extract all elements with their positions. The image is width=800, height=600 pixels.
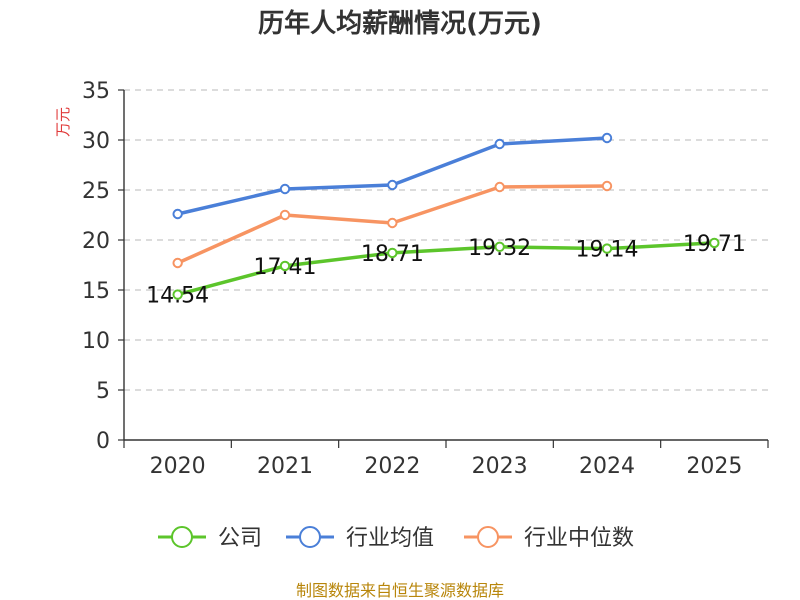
series-line bbox=[175, 136, 609, 216]
data-point bbox=[172, 289, 183, 300]
data-point bbox=[172, 208, 183, 220]
data-point bbox=[601, 243, 613, 254]
data-label: 19.14 bbox=[576, 238, 639, 263]
x-tick-label: 2024 bbox=[579, 454, 635, 479]
data-point bbox=[494, 138, 505, 150]
data-point bbox=[601, 180, 613, 192]
data-point bbox=[387, 247, 398, 259]
x-tick-label: 2021 bbox=[257, 454, 313, 479]
x-tick-label: 2022 bbox=[364, 454, 420, 479]
y-axis-label: 万元 bbox=[54, 107, 72, 137]
data-point bbox=[387, 217, 398, 229]
data-point bbox=[494, 241, 505, 253]
legend-label: 公司 bbox=[218, 526, 262, 551]
x-tick-label: 2020 bbox=[150, 454, 206, 479]
data-point bbox=[279, 183, 291, 195]
y-tick-label: 10 bbox=[82, 329, 110, 354]
data-point bbox=[494, 181, 505, 193]
x-tick-label: 2025 bbox=[686, 454, 742, 479]
legend-swatch-marker bbox=[477, 526, 499, 548]
legend-label: 行业中位数 bbox=[524, 526, 634, 551]
data-label: 19.32 bbox=[468, 236, 531, 261]
y-tick-label: 5 bbox=[96, 379, 110, 404]
data-label: 18.71 bbox=[361, 242, 424, 267]
y-tick-label: 15 bbox=[82, 279, 110, 304]
data-point bbox=[279, 260, 291, 272]
data-point bbox=[709, 237, 720, 249]
y-tick-label: 0 bbox=[96, 429, 110, 454]
legend-swatch-marker bbox=[171, 526, 193, 548]
data-label: 17.41 bbox=[254, 255, 317, 280]
legend: 公司 行业均值 行业中位数 bbox=[158, 526, 634, 551]
y-tick-label: 35 bbox=[82, 79, 110, 104]
source-note: 制图数据来自恒生聚源数据库 bbox=[296, 581, 504, 600]
legend-label: 行业均值 bbox=[346, 526, 434, 551]
series-line bbox=[175, 241, 717, 297]
x-tick-label: 2023 bbox=[472, 454, 528, 479]
legend-swatch-marker bbox=[299, 526, 321, 548]
y-tick-label: 20 bbox=[82, 229, 110, 254]
data-point bbox=[172, 257, 183, 269]
y-tick-label: 25 bbox=[82, 179, 110, 204]
data-point bbox=[601, 132, 613, 144]
chart-title: 历年人均薪酬情况(万元) bbox=[258, 8, 542, 39]
grid-lines bbox=[124, 89, 768, 391]
data-label: 14.54 bbox=[146, 284, 209, 309]
data-point bbox=[387, 179, 398, 191]
series-layer: 14.54 17.41 18.71 19.32 19.14 19.71 bbox=[146, 132, 746, 309]
data-point bbox=[279, 209, 291, 221]
y-tick-label: 30 bbox=[82, 129, 110, 154]
data-label: 19.71 bbox=[683, 232, 746, 257]
